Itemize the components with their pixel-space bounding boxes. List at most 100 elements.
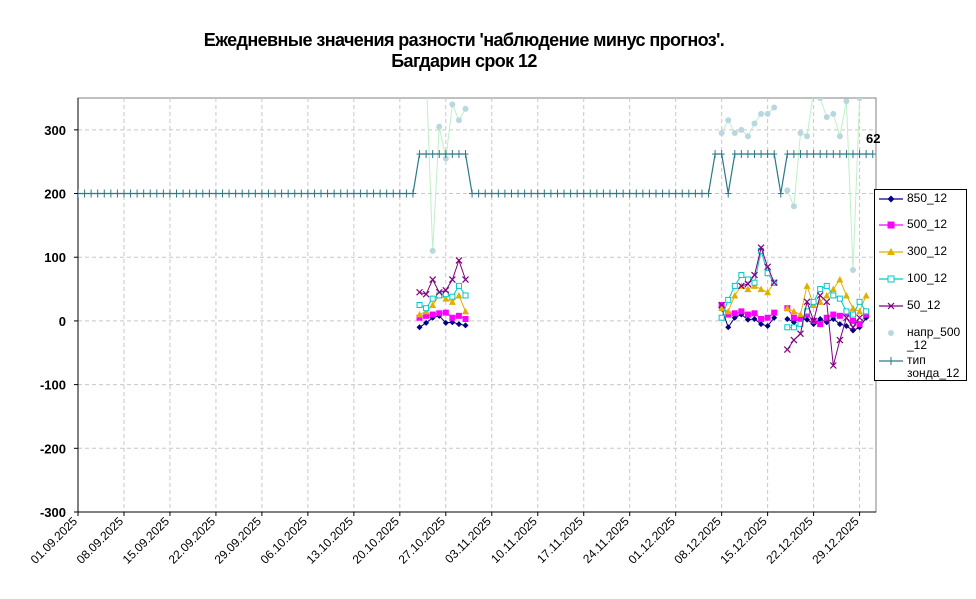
legend-label: напр_500 _12: [907, 325, 961, 352]
series-50-12-point-b: [764, 263, 772, 271]
x-tick-label: 24.11.2025: [580, 514, 632, 566]
series-напр-500-12-point: [823, 114, 830, 121]
series-тип-зонда-12-point: [744, 150, 751, 159]
series-тип-зонда-12-point: [784, 150, 791, 159]
series-100-12-point: [744, 276, 751, 283]
series-тип-зонда-12-point: [88, 189, 95, 198]
series-тип-зонда-12-point: [639, 189, 646, 198]
series-50-12-point: [843, 314, 850, 322]
series-напр-500-12-point: [751, 120, 758, 127]
x-tick-label: 01.09.2025: [28, 514, 81, 567]
x-tick-label: 17.11.2025: [534, 514, 586, 566]
series-50-12-point: [455, 256, 463, 264]
series-тип-зонда-12-point: [810, 150, 817, 159]
series-500-12-point: [738, 308, 745, 315]
series-тип-зонда-12-point: [823, 150, 830, 159]
series-500-12-point: [429, 311, 436, 318]
series-тип-зонда-12-point: [212, 189, 219, 198]
series-тип-зонда-12-point: [633, 189, 640, 198]
series-50-12-point: [462, 276, 469, 283]
series-тип-зонда-12-point: [751, 150, 758, 159]
series-тип-зонда-12-point: [232, 189, 239, 198]
series-тип-зонда-12-point: [547, 189, 554, 198]
series-тип-зонда-12-point: [646, 189, 653, 198]
series-тип-зонда-12-point: [101, 189, 108, 198]
series-500-12-point: [449, 314, 456, 321]
series-50-12-point: [416, 288, 423, 296]
series-50-12-point-b: [416, 288, 423, 296]
series-100-12-point: [429, 295, 436, 302]
series-тип-зонда-12-point: [206, 189, 213, 198]
series-тип-зонда-12-point: [501, 189, 508, 198]
series-напр-500-12-point: [744, 133, 751, 140]
series-50-12-point-b: [829, 362, 837, 369]
series-тип-зонда-12-point: [291, 189, 298, 198]
series-напр-500-12-point: [830, 110, 837, 117]
series-тип-зонда-12-point: [377, 189, 384, 198]
series-напр-500-12-point: [718, 130, 725, 137]
series-тип-зонда-12-point: [698, 189, 705, 198]
series-100-12-point: [843, 308, 850, 315]
series-тип-зонда-12-point: [304, 189, 311, 198]
legend-swatch-marker: [887, 221, 895, 229]
legend-marker: [887, 248, 895, 255]
series-напр-500-12-point: [797, 130, 804, 137]
series-300-12-point: [757, 285, 765, 293]
legend-swatch-marker: [888, 330, 894, 336]
series-тип-зонда-12-point: [541, 189, 548, 198]
series-тип-зонда-12-point: [383, 189, 390, 198]
series-тип-зонда-12-point: [804, 150, 811, 159]
series-тип-зонда-12-point: [265, 189, 272, 198]
series-100-12-point: [836, 295, 843, 302]
legend-label: 300_12: [907, 244, 948, 258]
plot-area: [77, 97, 877, 513]
series-50-12-point-b: [836, 336, 844, 344]
series-850-12-point: [725, 324, 732, 331]
series-500-12-point: [416, 314, 423, 321]
series-тип-зонда-12-point: [534, 189, 541, 198]
series-300-12-point: [442, 295, 450, 302]
series-850-12-point: [771, 314, 778, 321]
series-тип-зонда-12-point: [863, 150, 870, 159]
series-50-12-point: [448, 276, 456, 283]
series-100-12-point: [784, 324, 791, 331]
series-напр-500-12-point: [790, 203, 797, 210]
series-100-12-point: [416, 302, 423, 308]
series-тип-зонда-12-point: [672, 189, 679, 198]
legend-swatch: [879, 357, 903, 365]
series-850-12-point: [423, 319, 430, 326]
series-тип-зонда-12-point: [613, 189, 620, 198]
series-300-12-point: [731, 291, 739, 299]
series-50-12-point-b: [823, 298, 831, 306]
legend-swatch-marker: [887, 275, 895, 283]
series-тип-зонда-12-point: [738, 150, 745, 159]
y-tick-label: 0: [59, 314, 66, 329]
series-50-12-point: [718, 301, 726, 309]
series-100-12-point: [856, 298, 863, 305]
legend-swatch-marker: [887, 302, 895, 310]
series-500-12-point: [823, 314, 830, 321]
series-50-12-point: [429, 276, 437, 283]
series-50-12-point: [836, 336, 844, 344]
series-100-12-point: [823, 282, 830, 289]
series-50-12-point-b: [435, 288, 443, 296]
series-50-12-point-b: [455, 256, 463, 264]
series-100-12-point: [850, 311, 857, 318]
x-tick-label: 06.10.2025: [258, 514, 311, 567]
series-напр-500-12-point: [449, 101, 456, 108]
x-tick-label: 20.10.2025: [350, 514, 403, 567]
series-напр-500-12-point: [817, 98, 824, 101]
x-tick-label: 13.10.2025: [304, 514, 357, 567]
series-850-12-point: [764, 323, 771, 330]
series-тип-зонда-12-point: [258, 189, 265, 198]
series-300-12-point: [718, 304, 726, 312]
series-300-12-point: [842, 291, 850, 299]
series-тип-зонда-12-point: [193, 189, 200, 198]
series-500-12-point: [863, 311, 870, 318]
series-50-12-point: [816, 292, 824, 299]
series-100-12-point: [731, 282, 738, 289]
series-тип-зонда-12-point: [252, 189, 259, 198]
series-100-12-point: [423, 305, 430, 312]
series-тип-зонда-12-point: [331, 189, 338, 198]
y-tick-label: -300: [40, 505, 66, 520]
